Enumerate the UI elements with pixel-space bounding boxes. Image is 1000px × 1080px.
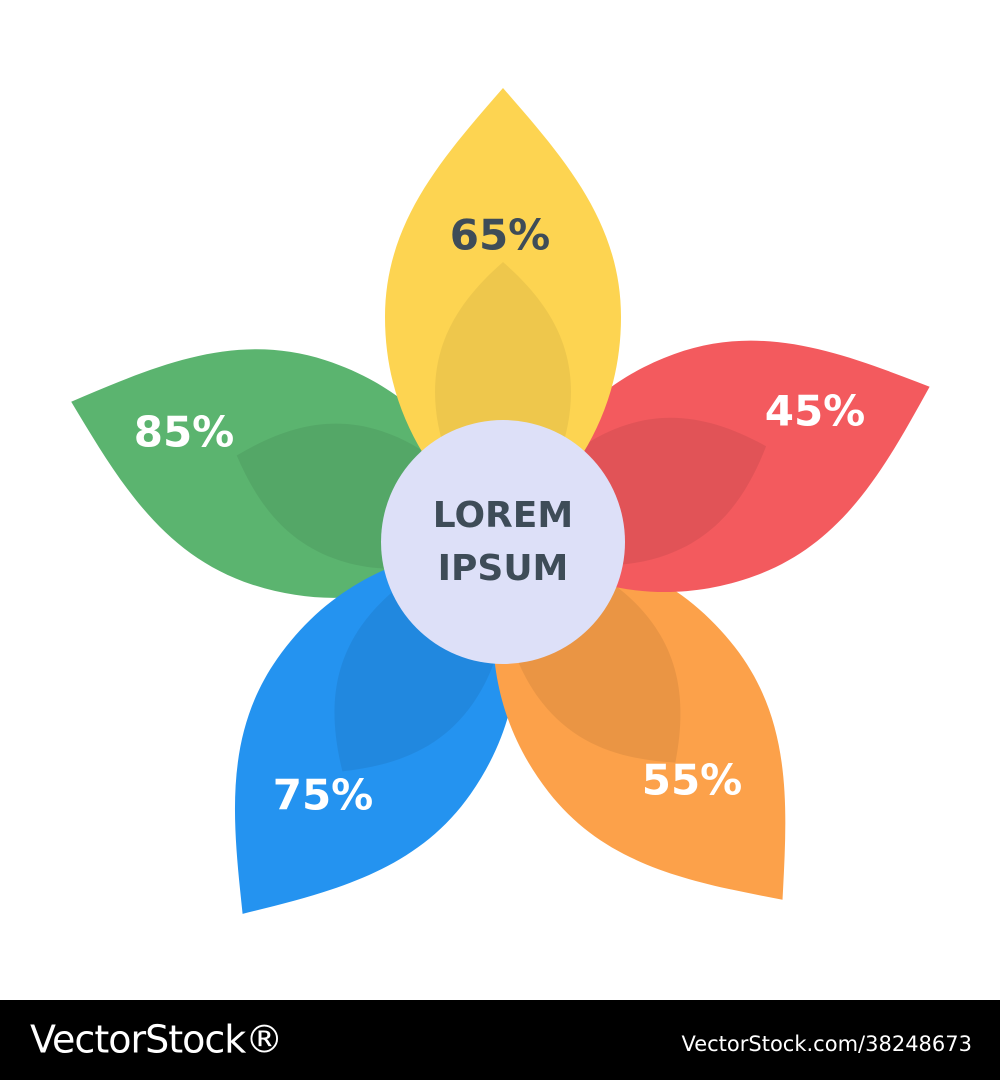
petal-label: 75% <box>273 771 374 820</box>
petal-label: 55% <box>642 756 743 805</box>
petal-label: 85% <box>134 408 235 457</box>
flower <box>34 88 970 982</box>
center-text: LOREM <box>433 495 573 536</box>
footer-bar <box>0 1000 1000 1080</box>
petal-label: 45% <box>765 387 866 436</box>
center-circle <box>381 420 625 664</box>
footer-brand: VectorStock® <box>30 1018 282 1062</box>
footer-id: VectorStock.com/38248673 <box>681 1032 972 1056</box>
center-text: IPSUM <box>438 548 569 589</box>
petal-label: 65% <box>450 211 551 260</box>
